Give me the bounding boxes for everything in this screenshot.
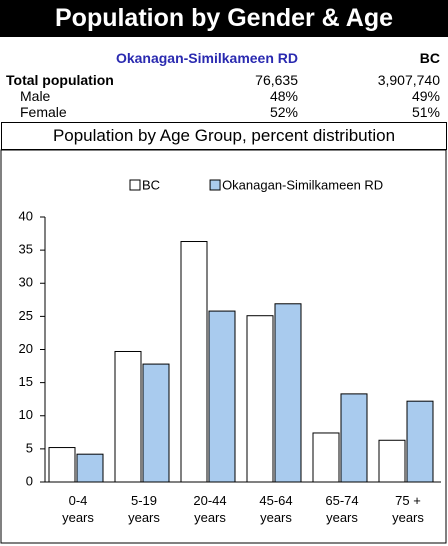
x-tick-label: 5-19 years [128,493,160,525]
bar [378,439,406,483]
y-tick-label: 35 [19,242,33,257]
cell-value: 76,635 [255,72,298,88]
legend-label: Okanagan-Similkameen RD [222,177,383,192]
page-title: Population by Gender & Age [0,0,448,37]
y-tick-label: 20 [19,341,33,356]
y-tick-label: 40 [19,208,33,223]
bar [274,303,302,483]
bar [48,447,76,483]
bar [246,315,274,483]
row-label: Total population [6,72,114,88]
row-label: Male [20,88,51,104]
y-tick-label: 15 [19,374,33,389]
y-tick-label: 0 [26,473,33,488]
x-tick-label: 0-4 years [62,493,94,525]
legend-swatch [209,179,221,191]
cell-value: 3,907,740 [377,72,440,88]
y-tick-label: 30 [19,275,33,290]
cell-value: 48% [269,88,298,104]
column-header: Okanagan-Similkameen RD [115,50,298,66]
legend-label: BC [142,177,160,192]
y-tick-label: 25 [19,308,33,323]
row-label: Female [20,104,67,120]
y-tick-label: 10 [19,407,33,422]
legend-swatch [129,179,141,191]
bar [142,363,170,483]
chart-frame [0,149,447,544]
bar [76,453,104,483]
bar [180,241,208,483]
bar [340,393,368,483]
bar [406,400,434,483]
x-tick-label: 65-74 years [325,493,359,525]
x-tick-label: 75 + years [392,493,424,525]
bar [114,350,142,483]
x-tick-label: 45-64 years [259,493,293,525]
x-tick-label: 20-44 years [193,493,227,525]
cell-value: 49% [411,88,440,104]
bar [312,432,340,483]
cell-value: 51% [411,104,440,120]
cell-value: 52% [269,104,298,120]
column-header: BC [419,50,440,66]
y-tick-label: 5 [26,440,33,455]
bar [208,310,236,483]
